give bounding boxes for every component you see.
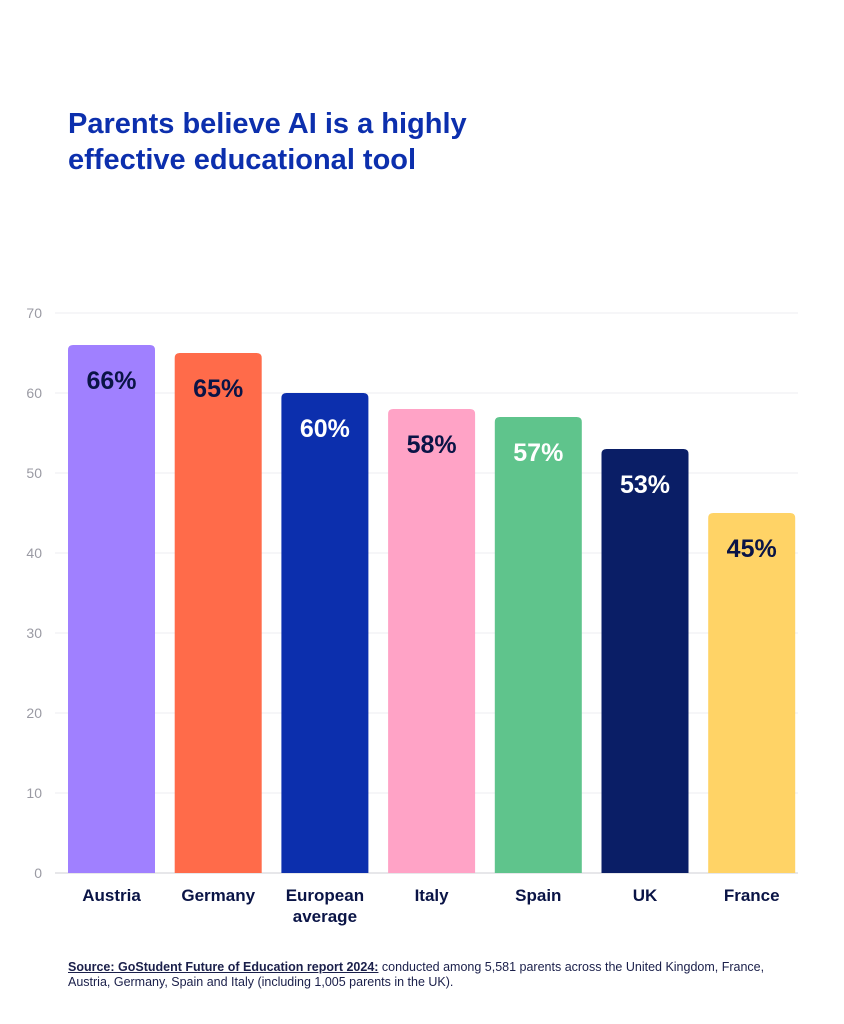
chart-title: Parents believe AI is a highly effective…: [68, 108, 467, 176]
bar-germany: [174, 353, 262, 873]
data-label: 65%: [193, 375, 243, 403]
x-tick-label: Germany: [181, 886, 255, 905]
bar-chart: 0 10 20 30 40 50 60 70 66% Austria 65% Germany 60% Eu…: [26, 305, 798, 926]
source-text: conducted among 5,581 parents across the…: [68, 960, 765, 989]
y-tick-label: 20: [26, 705, 42, 721]
x-tick-label: average: [293, 907, 357, 926]
data-label: 57%: [513, 439, 563, 467]
y-tick-label: 10: [26, 785, 42, 801]
x-tick-label: Austria: [82, 886, 141, 905]
y-tick-label: 70: [26, 305, 42, 321]
bar-france: [708, 513, 796, 873]
data-label: 58%: [407, 431, 457, 459]
data-label: 45%: [727, 535, 777, 563]
bar-austria: [68, 345, 155, 873]
data-label: 53%: [620, 471, 670, 499]
bar-european-average: [281, 393, 369, 873]
source-label: Source: GoStudent Future of Education re…: [68, 960, 379, 974]
x-tick-label: UK: [633, 886, 658, 905]
y-tick-label: 50: [26, 465, 42, 481]
y-tick-label: 30: [26, 625, 42, 641]
y-tick-label: 60: [26, 385, 42, 401]
source-note: Source: GoStudent Future of Education re…: [68, 960, 788, 990]
x-tick-label: Spain: [515, 886, 561, 905]
x-tick-label: European: [286, 886, 364, 905]
data-label: 66%: [86, 367, 136, 395]
y-tick-label: 0: [34, 865, 42, 881]
x-tick-label: France: [724, 886, 780, 905]
y-tick-label: 40: [26, 545, 42, 561]
x-tick-label: Italy: [415, 886, 450, 905]
bar-spain: [494, 417, 582, 873]
data-label: 60%: [300, 415, 350, 443]
bar-italy: [388, 409, 476, 873]
bar-uk: [601, 449, 689, 873]
